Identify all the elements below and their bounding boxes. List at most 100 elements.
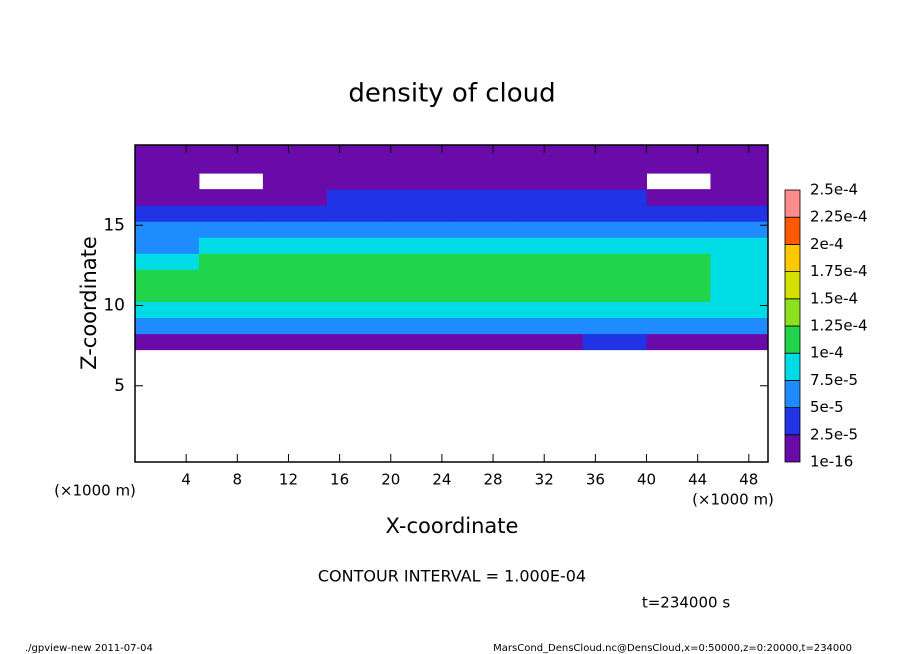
cell	[390, 157, 456, 174]
cell	[262, 237, 328, 254]
cell	[198, 269, 264, 286]
cell	[582, 333, 648, 351]
x-tick-label: 40	[637, 471, 656, 489]
cell	[582, 269, 648, 286]
cell	[198, 205, 264, 222]
cell	[710, 221, 768, 238]
cell	[326, 285, 392, 302]
chart-title: density of cloud	[348, 79, 555, 109]
colorbar-label: 1.25e-4	[810, 317, 868, 335]
colorbar-label: 2.5e-5	[810, 425, 858, 443]
colorbar-band	[784, 434, 801, 463]
x-tick-label: 24	[432, 471, 451, 489]
cell	[710, 237, 768, 254]
x-tick-label: 12	[279, 471, 298, 489]
cell	[135, 221, 200, 238]
colorbar-label: 2.5e-4	[810, 181, 858, 199]
cell	[646, 237, 711, 254]
cell	[454, 205, 520, 222]
cell	[518, 145, 584, 158]
cell	[135, 317, 200, 335]
cell	[582, 173, 648, 190]
cell	[646, 317, 711, 335]
cell	[390, 317, 456, 335]
cell	[518, 333, 584, 351]
cell	[582, 145, 648, 158]
cell	[390, 237, 456, 254]
cell	[198, 237, 264, 254]
colorbar-label: 5e-5	[810, 398, 844, 416]
cell	[582, 237, 648, 254]
cell	[454, 173, 520, 190]
cell	[518, 285, 584, 302]
colorbar-band	[784, 325, 801, 354]
cell	[646, 301, 711, 319]
cell	[326, 317, 392, 335]
x-tick-label: 20	[381, 471, 400, 489]
cell	[135, 333, 200, 351]
cell	[710, 173, 768, 190]
colorbar-label: 1.75e-4	[810, 262, 868, 280]
cell	[198, 189, 264, 206]
colorbar-band	[784, 189, 801, 218]
cell	[326, 205, 392, 222]
plot-frame	[134, 144, 769, 463]
cell	[135, 301, 200, 319]
cell	[518, 173, 584, 190]
cell	[262, 145, 328, 158]
cell	[135, 157, 200, 174]
x-tick-label: 32	[535, 471, 554, 489]
cell	[710, 157, 768, 174]
colorbar-label: 2e-4	[810, 235, 844, 253]
cell	[582, 253, 648, 270]
cell	[262, 301, 328, 319]
cell	[646, 269, 711, 286]
cell	[582, 221, 648, 238]
cell	[262, 285, 328, 302]
cell	[326, 237, 392, 254]
cell	[582, 157, 648, 174]
cell	[198, 317, 264, 335]
cell	[135, 205, 200, 222]
cell	[518, 221, 584, 238]
cell	[198, 145, 264, 158]
cell	[646, 221, 711, 238]
cell	[390, 189, 456, 206]
colorbar-band	[784, 243, 801, 272]
cell	[582, 205, 648, 222]
colorbar-label: 1e-4	[810, 344, 844, 362]
cell	[390, 253, 456, 270]
cell	[326, 221, 392, 238]
cell	[262, 253, 328, 270]
cell	[646, 205, 711, 222]
cell	[390, 205, 456, 222]
colorbar-label: 1.5e-4	[810, 289, 858, 307]
cell	[454, 145, 520, 158]
cell	[710, 285, 768, 302]
cell	[518, 269, 584, 286]
x-tick-label: 16	[330, 471, 349, 489]
cell	[135, 237, 200, 254]
cell	[262, 173, 328, 190]
cell	[454, 333, 520, 351]
cell	[710, 333, 768, 351]
cell	[198, 285, 264, 302]
cell	[518, 157, 584, 174]
cell	[390, 221, 456, 238]
cell	[326, 189, 392, 206]
cell	[518, 253, 584, 270]
cell	[135, 269, 200, 286]
x-tick-label: 48	[739, 471, 758, 489]
cell	[326, 301, 392, 319]
y-tick-label: 10	[103, 296, 125, 316]
cell	[198, 253, 264, 270]
cell	[582, 317, 648, 335]
cell	[454, 237, 520, 254]
colorbar-band	[784, 216, 801, 245]
cell	[135, 253, 200, 270]
cell	[454, 189, 520, 206]
cell	[710, 253, 768, 270]
cell	[262, 333, 328, 351]
time-note: t=234000 s	[642, 594, 730, 612]
cell	[390, 301, 456, 319]
